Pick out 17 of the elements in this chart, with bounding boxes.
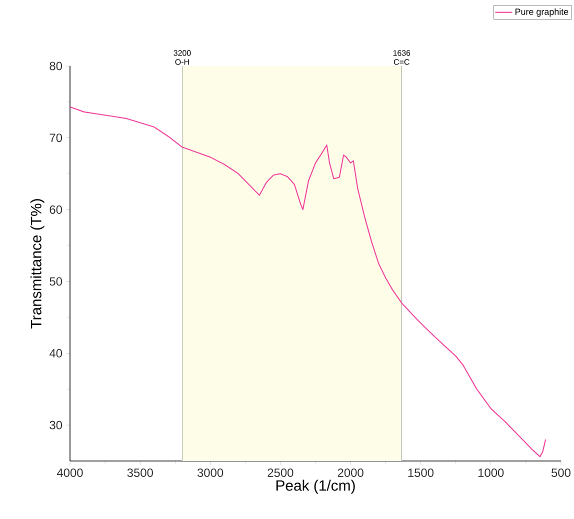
y-axis-title: Transmittance (T%) [30,199,44,328]
x-tick-label: 1500 [408,468,434,477]
y-tick-label: 60 [50,205,62,214]
y-tick-label: 80 [50,62,62,70]
y-tick-label: 70 [50,134,62,142]
y-tick-label: 30 [50,420,62,430]
x-tick-label: 3500 [127,468,153,477]
y-tick-label: 40 [49,349,62,358]
x-axis-title: Peak (1/cm) [276,480,355,494]
x-tick-label: 500 [552,468,571,477]
x-tick-label: 4000 [56,468,83,477]
x-tick-label: 1000 [478,468,504,477]
legend-label: Pure graphite [516,8,568,17]
x-tick-label: 3000 [197,468,224,477]
y-tick-label: 50 [50,277,62,286]
x-tick-label: 2000 [338,468,364,477]
x-tick-label: 2500 [268,468,294,477]
